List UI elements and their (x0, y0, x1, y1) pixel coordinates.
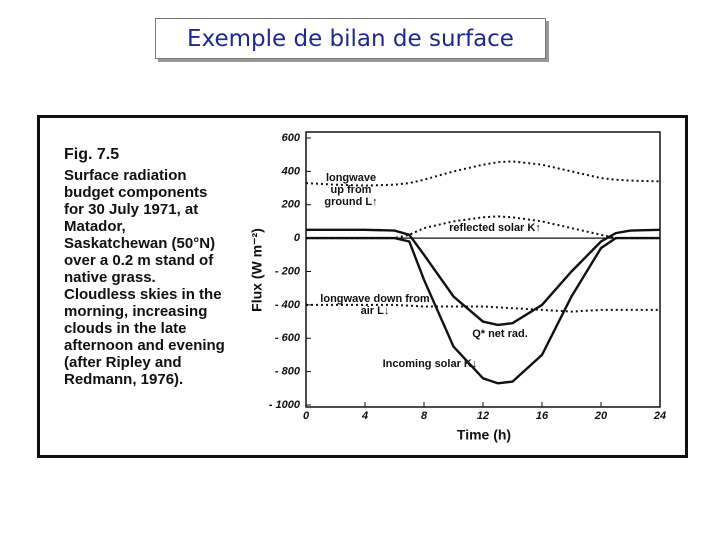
figure-frame (37, 115, 688, 458)
y-tick-label: - 400 (275, 299, 301, 311)
caption-text: Surface radiation budget components for … (64, 167, 225, 388)
series-line (306, 228, 661, 327)
series-line (305, 160, 661, 187)
y-tick-label: - 200 (275, 265, 301, 277)
series-label: Incoming solar K↓ (382, 358, 478, 370)
caption: Fig. 7.5 Surface radiation budget compon… (64, 146, 229, 388)
y-tick-label: 600 (282, 132, 301, 144)
y-axis-label: Flux (W m⁻²) (249, 228, 265, 312)
series-label: Q* net rad. (472, 328, 528, 340)
series-label: reflected solar K↑ (449, 222, 541, 234)
series-line (306, 236, 660, 385)
x-tick-label: 24 (653, 410, 666, 422)
y-tick-label: - 800 (275, 366, 301, 378)
slide-title: Exemple de bilan de surface (155, 18, 546, 59)
series-label: longwave up from ground L↑ (324, 172, 378, 208)
y-tick-label: 0 (294, 232, 301, 244)
x-tick-label: 20 (594, 410, 608, 422)
x-tick-label: 12 (477, 410, 489, 422)
y-tick-label: 400 (281, 165, 301, 177)
series-label: longwave down from air L↓ (320, 293, 430, 317)
y-tick-label: - 1000 (269, 399, 301, 411)
y-tick-label: 200 (281, 199, 301, 211)
x-tick-label: 0 (303, 410, 310, 422)
x-tick-label: 4 (361, 410, 368, 422)
x-axis-label: Time (h) (457, 427, 511, 443)
x-tick-label: 16 (536, 410, 549, 422)
figure-number: Fig. 7.5 (64, 146, 120, 163)
y-tick-label: - 600 (275, 332, 301, 344)
x-tick-label: 8 (421, 410, 428, 422)
